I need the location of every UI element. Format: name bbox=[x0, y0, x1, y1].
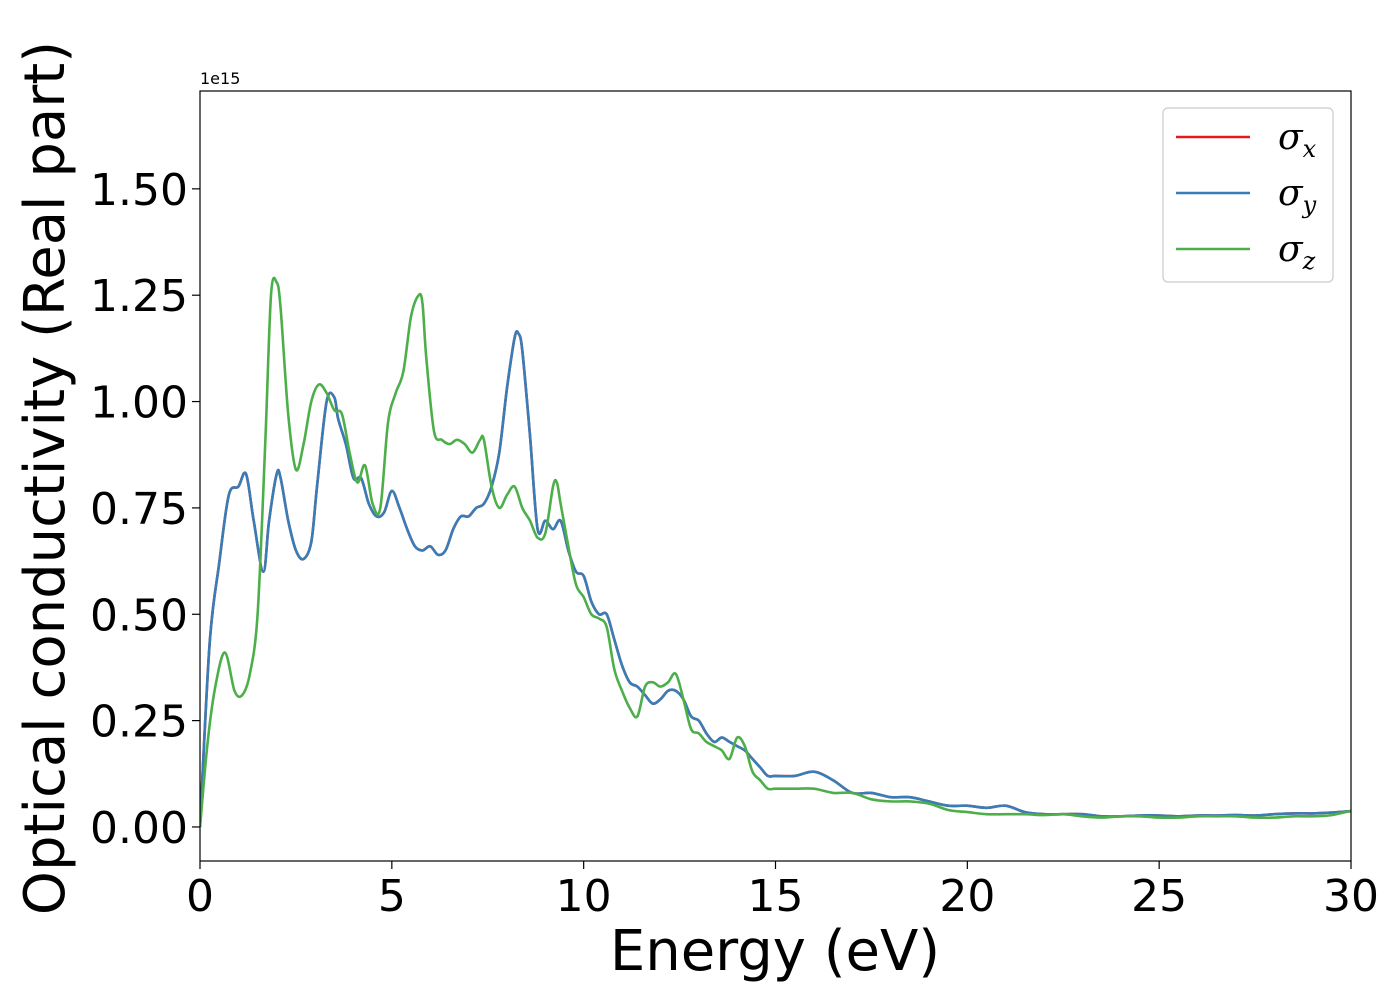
legend: σx σy σz bbox=[1162, 107, 1334, 283]
x-tick-label: 15 bbox=[748, 871, 804, 922]
x-tick-label: 30 bbox=[1323, 871, 1379, 922]
y-tick-label: 1.50 bbox=[90, 165, 188, 216]
y-tick-label: 0.75 bbox=[90, 484, 188, 535]
y-axis-label: Optical conductivity (Real part) bbox=[13, 41, 78, 915]
legend-label-z: σz bbox=[1278, 229, 1316, 275]
series-line-y bbox=[200, 330, 1351, 828]
series-layer bbox=[200, 276, 1351, 828]
x-tick-label: 25 bbox=[1131, 871, 1187, 922]
x-tick-label: 10 bbox=[556, 871, 612, 922]
legend-label-y: σy bbox=[1278, 173, 1317, 219]
y-tick-label: 1.25 bbox=[90, 271, 188, 322]
y-tick-label: 1.00 bbox=[90, 378, 188, 429]
legend-label-x: σx bbox=[1278, 117, 1317, 163]
x-axis-ticks: 0 5 10 15 20 25 30 bbox=[186, 861, 1379, 922]
x-tick-label: 0 bbox=[186, 871, 214, 922]
series-line-z bbox=[200, 276, 1351, 828]
x-axis-label: Energy (eV) bbox=[610, 919, 940, 984]
y-offset-label: 1e15 bbox=[200, 69, 240, 88]
y-axis-ticks: 0.00 0.25 0.50 0.75 1.00 1.25 1.50 bbox=[90, 165, 200, 854]
legend-box bbox=[1162, 107, 1334, 283]
y-tick-label: 0.00 bbox=[90, 803, 188, 854]
x-tick-label: 5 bbox=[378, 871, 406, 922]
x-tick-label: 20 bbox=[939, 871, 995, 922]
y-tick-label: 0.25 bbox=[90, 697, 188, 748]
y-tick-label: 0.50 bbox=[90, 590, 188, 641]
